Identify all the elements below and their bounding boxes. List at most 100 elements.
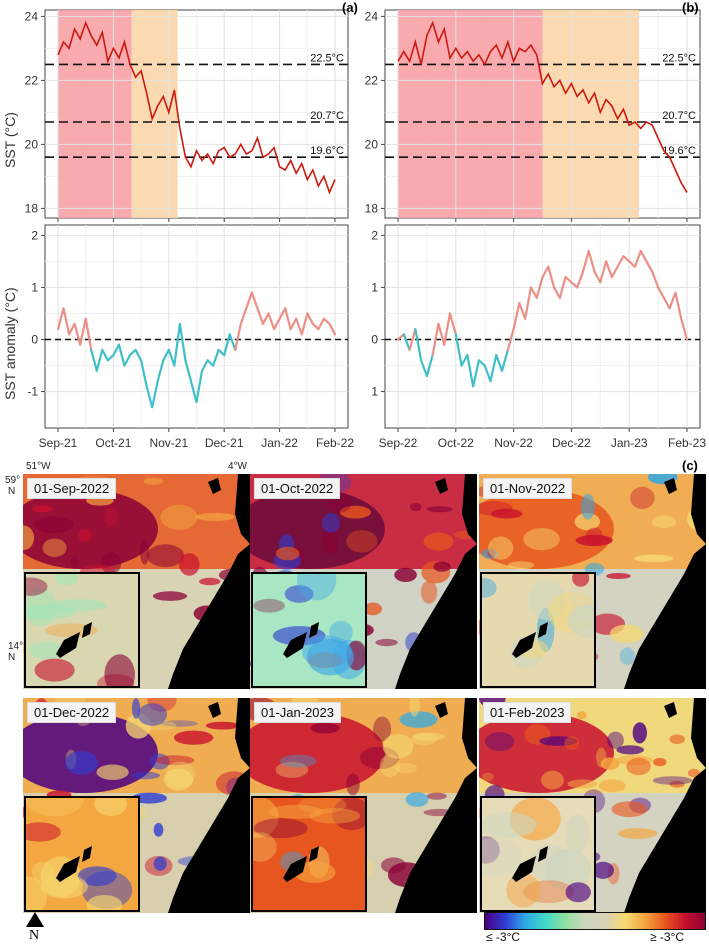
inset-anomaly-spot	[506, 872, 541, 908]
anomaly-segment	[547, 265, 556, 289]
anomaly-segment	[300, 312, 309, 336]
map-anomaly-spot	[165, 761, 196, 787]
map-anomaly-spot	[34, 516, 74, 534]
map-date-label: 01-Nov-2022	[483, 478, 573, 499]
fuerteventura-island	[512, 856, 536, 882]
map-anomaly-spot	[606, 573, 631, 579]
inset-anomaly-spot	[307, 652, 343, 668]
lanzarote-island	[309, 846, 319, 862]
map-anomaly-spot	[433, 561, 451, 572]
map-date-label: 01-Sep-2022	[27, 478, 117, 499]
ireland-landmass	[664, 702, 677, 718]
lanzarote-island	[309, 622, 319, 638]
y-tick-label: 18	[25, 201, 39, 215]
anomaly-segment	[437, 322, 446, 346]
map-anomaly-spot	[143, 477, 163, 485]
inset-anomaly-spot	[573, 604, 594, 623]
coord-south-n: N	[8, 652, 16, 663]
inset-anomaly-spot	[567, 604, 594, 638]
sst-map-panel: 01-Jan-2023	[250, 698, 477, 913]
anomaly-segment	[267, 312, 276, 331]
map-anomaly-spot	[541, 770, 564, 790]
inset-anomaly-spot	[253, 818, 308, 839]
anomaly-segment	[228, 333, 237, 352]
panel-label-b: (b)	[682, 0, 699, 15]
map-anomaly-spot	[482, 772, 494, 782]
map-anomaly-spot	[653, 757, 667, 767]
threshold-label: 22.5°C	[310, 52, 344, 64]
map-anomaly-spot	[363, 602, 382, 616]
map-anomaly-spot	[426, 792, 447, 800]
fuerteventura-island	[512, 632, 536, 658]
map-anomaly-spot	[195, 512, 235, 521]
anomaly-segment	[322, 317, 331, 325]
lanzarote-island	[82, 622, 92, 638]
fuerteventura-island	[283, 856, 307, 882]
anomaly-segment	[156, 359, 165, 383]
anomaly-segment	[217, 348, 226, 357]
map-anomaly-spot	[42, 538, 67, 557]
inset-anomaly-spot	[26, 604, 75, 620]
anomaly-segment	[529, 286, 538, 299]
anomaly-segment	[668, 291, 677, 310]
anomaly-segment	[289, 317, 298, 331]
y-tick-label: 20	[365, 137, 379, 151]
anomaly-segment	[495, 354, 504, 372]
anomaly-segment	[178, 322, 187, 362]
x-tick-label: Dec-21	[205, 436, 244, 450]
anomaly-segment	[610, 265, 619, 279]
anomaly-segment	[117, 343, 126, 367]
anomaly-segment	[506, 328, 515, 352]
anomaly-segment	[173, 322, 181, 367]
map-anomaly-spot	[399, 711, 438, 728]
map-anomaly-spot	[481, 548, 499, 559]
anomaly-segment	[250, 291, 259, 310]
orange-season-band	[542, 10, 640, 218]
inset-anomaly-spot	[28, 641, 65, 660]
ireland-landmass	[208, 478, 221, 494]
map-anomaly-spot	[137, 703, 167, 726]
anomaly-segment	[512, 301, 521, 331]
inset-anomaly-spot	[332, 798, 365, 831]
anomaly-segment	[443, 312, 452, 346]
anomaly-segment	[167, 348, 176, 367]
inset-anomaly-spot	[482, 578, 497, 598]
anomaly-segment	[662, 296, 671, 310]
iberia-landmass	[462, 698, 477, 768]
threshold-label: 19.6°C	[662, 145, 696, 157]
canary-islands-inset	[24, 572, 140, 688]
x-tick-label: Jan-23	[611, 436, 648, 450]
map-anomaly-spot	[567, 779, 598, 789]
map-anomaly-spot	[523, 528, 560, 551]
anomaly-segment	[408, 328, 417, 352]
map-anomaly-spot	[64, 750, 98, 775]
map-anomaly-spot	[199, 577, 221, 586]
lanzarote-island	[82, 846, 92, 862]
map-date-label: 01-Dec-2022	[27, 702, 117, 723]
map-anomaly-spot	[279, 754, 317, 768]
africa-landmass	[395, 768, 477, 913]
canary-islands-inset	[480, 572, 596, 688]
anomaly-segment	[62, 307, 71, 336]
canary-islands-inset	[251, 572, 367, 688]
map-anomaly-spot	[275, 546, 300, 561]
map-date-label: 01-Oct-2022	[254, 478, 341, 499]
inset-anomaly-spot	[284, 585, 314, 603]
sst-series-line	[397, 20, 688, 193]
x-tick-label: Nov-21	[149, 436, 188, 450]
canary-islands-inset	[480, 796, 596, 912]
y-tick-label: 2	[371, 228, 378, 242]
inset-anomaly-spot	[26, 577, 48, 596]
panel-label-a: (a)	[342, 0, 358, 15]
canary-islands-inset	[24, 796, 140, 912]
anomaly-segment	[639, 249, 648, 263]
anomaly-segment	[145, 385, 154, 409]
anomaly-segment	[101, 348, 109, 362]
x-tick-label: Jan-22	[261, 436, 298, 450]
ireland-landmass	[664, 478, 677, 494]
anomaly-segment	[558, 275, 567, 299]
anomaly-segment	[472, 359, 481, 388]
anomaly-segment	[402, 333, 411, 352]
anomaly-segment	[162, 348, 170, 362]
map-anomaly-spot	[373, 716, 392, 742]
